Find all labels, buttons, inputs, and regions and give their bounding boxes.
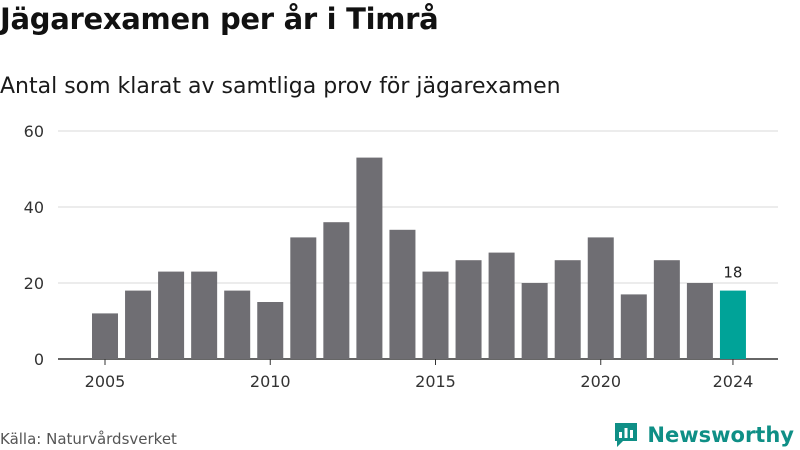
bar-2022 — [653, 260, 680, 359]
x-tick-label: 2010 — [250, 372, 291, 391]
bar-2016 — [455, 260, 482, 359]
bar-2018 — [521, 283, 548, 359]
x-tick-label: 2024 — [713, 372, 754, 391]
bar-2008 — [191, 271, 218, 359]
brand-name: Newsworthy — [647, 423, 794, 447]
bar-2005 — [92, 313, 118, 359]
bar-2023 — [686, 283, 713, 359]
bar-2012 — [323, 222, 350, 359]
bar-2017 — [488, 252, 515, 359]
data-labels: 18 — [723, 264, 742, 282]
bar-2009 — [224, 290, 251, 359]
bar-2024 — [719, 290, 746, 359]
y-tick-label: 40 — [24, 198, 44, 217]
x-axis-ticks: 2005 2010 2015 2020 2024 — [85, 359, 754, 391]
bar-2006 — [125, 290, 152, 359]
bar-chart: 0 20 40 60 2005 2010 2015 2020 2024 18 — [24, 122, 778, 391]
bar-2007 — [158, 271, 185, 359]
x-tick-label: 2005 — [85, 372, 126, 391]
bar-2014 — [389, 229, 416, 359]
y-axis-ticks: 0 20 40 60 — [24, 122, 44, 369]
bar-2010 — [257, 302, 284, 359]
data-label: 18 — [723, 264, 742, 282]
bars — [92, 157, 746, 359]
newsworthy-logo-icon — [615, 423, 638, 447]
x-tick-label: 2020 — [580, 372, 621, 391]
y-tick-label: 60 — [24, 122, 44, 141]
bar-2013 — [356, 157, 383, 359]
x-tick-label: 2015 — [415, 372, 456, 391]
bar-2021 — [620, 294, 647, 359]
y-tick-label: 0 — [34, 350, 44, 369]
chart-subtitle: Antal som klarat av samtliga prov för jä… — [0, 74, 561, 99]
brand-logo: Newsworthy — [613, 420, 794, 450]
source-note: Källa: Naturvårdsverket — [0, 430, 177, 448]
bar-2019 — [554, 260, 581, 359]
bar-2020 — [587, 237, 614, 359]
y-tick-label: 20 — [24, 274, 44, 293]
bar-2011 — [290, 237, 317, 359]
bar-2015 — [422, 271, 449, 359]
chart-title: Jägarexamen per år i Timrå — [0, 2, 439, 36]
